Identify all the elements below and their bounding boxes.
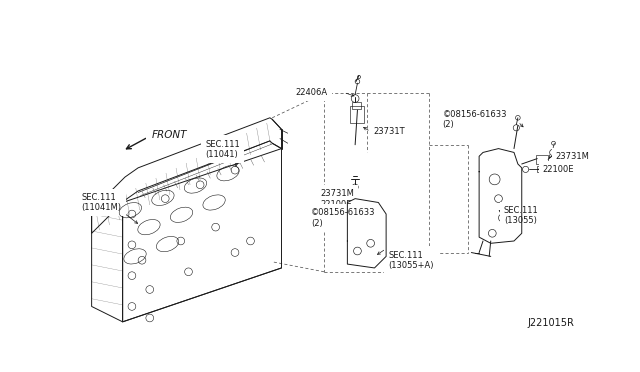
Text: 23731M: 23731M [556, 152, 589, 161]
Text: 22100E: 22100E [543, 165, 574, 174]
Text: J221015R: J221015R [528, 318, 575, 328]
Bar [537, 166, 545, 173]
Text: SEC.111
(11041): SEC.111 (11041) [205, 140, 240, 159]
Text: FRONT: FRONT [151, 131, 187, 141]
Text: 23731M: 23731M [320, 189, 354, 198]
Text: SEC.111
(13055+A): SEC.111 (13055+A) [388, 250, 434, 270]
Text: 22100E: 22100E [320, 200, 352, 209]
Bar [352, 102, 362, 109]
Text: ©08156-61633
(2): ©08156-61633 (2) [311, 208, 376, 228]
Text: 22406A: 22406A [296, 88, 328, 97]
Text: 23731T: 23731T [373, 127, 404, 136]
Text: SEC.111
(11041M): SEC.111 (11041M) [81, 193, 122, 212]
Text: ©08156-61633
(2): ©08156-61633 (2) [443, 110, 507, 129]
Bar [536, 155, 548, 164]
Bar [349, 106, 364, 123]
Text: SEC.111
(13055): SEC.111 (13055) [504, 206, 539, 225]
